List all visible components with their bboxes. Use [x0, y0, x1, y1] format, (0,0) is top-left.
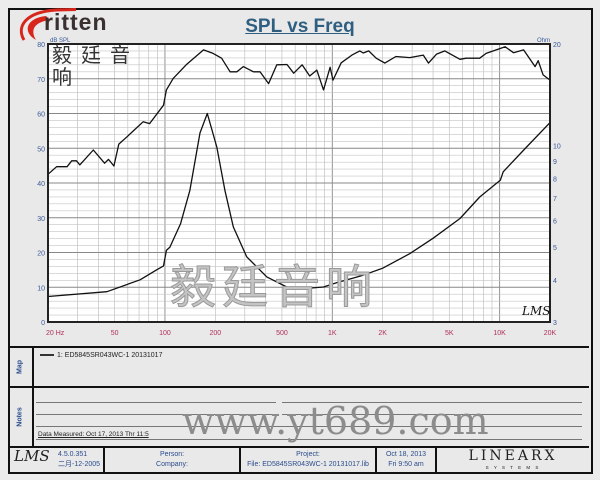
x-tick-label: 20 Hz: [46, 330, 65, 337]
grid: [47, 43, 551, 323]
y2-tick-label: 4: [553, 278, 557, 285]
date-text: Oct 18, 2013: [385, 451, 427, 458]
legend-line-icon: [40, 354, 54, 357]
file-label: File: ED5845SR043WC-1 20131017.lib: [247, 461, 369, 468]
watermark-url: www.yt689.com: [182, 399, 489, 443]
logo-swoosh-icon: [19, 7, 76, 41]
y-axis-label: dB SPL: [50, 38, 71, 44]
legend-entry: 1: ED5845SR043WC-1 20131017: [40, 352, 162, 359]
x-tick-label: 2K: [378, 330, 387, 337]
x-tick-label: 100: [159, 330, 171, 337]
notes-label: Notes: [8, 388, 34, 446]
x-tick-label: 1K: [328, 330, 337, 337]
footer-person-cell: Person: Company:: [105, 448, 241, 472]
y-tick-label: 50: [37, 146, 45, 153]
y-tick-label: 0: [41, 320, 45, 327]
logo-chinese-text: 毅廷音响: [52, 43, 139, 89]
y2-tick-label: 5: [553, 245, 557, 252]
build-date-text: 二月-12-2005: [58, 461, 101, 468]
person-label: Person:: [159, 451, 185, 458]
time-text: Fri 9:50 am: [388, 461, 424, 468]
lms-chart-mark: LMS: [522, 304, 551, 318]
lms-logo: LMS: [14, 447, 50, 465]
y-tick-label: 40: [37, 181, 45, 188]
linearx-logo: LINEARX S Y S T E M S: [468, 448, 558, 470]
y2-tick-label: 20: [553, 42, 561, 49]
notes-section: Notes Data Measured: Oct 17, 2013 Thr 11…: [8, 386, 589, 446]
note-line: [36, 414, 276, 415]
footer-version-cell: LMS 4.5.0.351 二月-12-2005: [8, 448, 105, 472]
y2-axis-label: Ohm: [537, 38, 550, 44]
logo-word: ritten: [44, 9, 108, 35]
note-line: [282, 414, 582, 415]
y-tick-label: 30: [37, 216, 45, 223]
y-tick-label: 10: [37, 285, 45, 292]
version-text: 4.5.0.351: [58, 451, 88, 458]
y2-tick-label: 6: [553, 218, 557, 225]
y-tick-label: 20: [37, 251, 45, 258]
map-section: Map 1: ED5845SR043WC-1 20131017: [8, 346, 589, 386]
watermark-chinese: 毅廷音响: [170, 260, 378, 314]
footer-date-cell: Oct 18, 2013 Fri 9:50 am: [377, 448, 437, 472]
eritten-logo: ritten 毅廷音响: [16, 7, 156, 88]
tick-labels: 0 10 20 30 40 50 60 70 80 3 4 5 6 7 8 9 10 20 20 Hz 50 100 20…: [37, 42, 561, 337]
map-label: Map: [8, 348, 34, 386]
spl-curve: [47, 46, 551, 175]
data-measured-text: Data Measured: Oct 17, 2013 Thr 11:5: [38, 431, 149, 438]
footer-project-cell: Project: File: ED5845SR043WC-1 20131017.…: [241, 448, 377, 472]
impedance-curve: [47, 112, 551, 298]
note-line: [36, 402, 276, 403]
spl-chart: 0 10 20 30 40 50 60 70 80 3 4 5 6 7 8 9 10 20 20 Hz 50 100 20…: [37, 38, 561, 337]
plot-border: [47, 43, 551, 323]
x-tick-label: 200: [209, 330, 221, 337]
x-tick-label: 10K: [493, 330, 506, 337]
y2-tick-label: 9: [553, 159, 557, 166]
y-tick-label: 80: [37, 42, 45, 49]
y2-tick-label: 10: [553, 144, 561, 151]
company-label: Company:: [156, 461, 188, 468]
note-line: [36, 439, 582, 440]
chart-title: SPL vs Freq: [245, 16, 355, 37]
note-line: [282, 402, 582, 403]
x-tick-label: 5K: [445, 330, 454, 337]
x-tick-label: 20K: [544, 330, 557, 337]
y-tick-label: 60: [37, 112, 45, 119]
x-tick-label: 500: [276, 330, 288, 337]
series-lines: [47, 46, 551, 298]
y2-tick-label: 7: [553, 196, 557, 203]
project-label: Project:: [296, 451, 320, 458]
y-tick-label: 70: [37, 77, 45, 84]
y2-tick-label: 3: [553, 320, 557, 327]
x-tick-label: 50: [111, 330, 119, 337]
note-line: [36, 426, 582, 427]
footer: LMS 4.5.0.351 二月-12-2005 Person: Company…: [8, 446, 589, 472]
y2-tick-label: 8: [553, 176, 557, 183]
